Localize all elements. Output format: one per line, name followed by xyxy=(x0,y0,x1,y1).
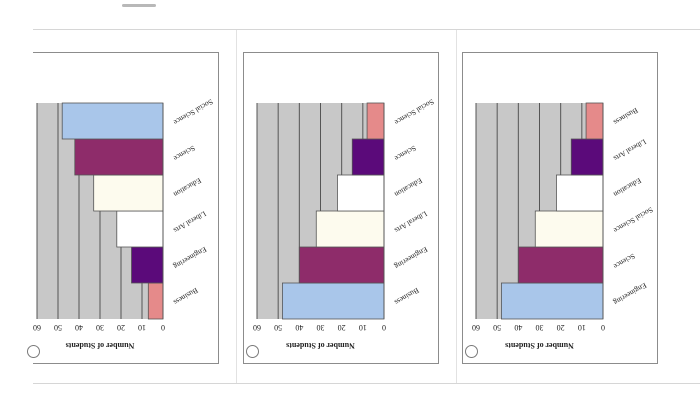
bar xyxy=(298,246,385,284)
bar xyxy=(501,282,604,320)
category-label: Education xyxy=(172,176,203,199)
bar xyxy=(534,210,604,248)
chart-frame-option-2: 0 10 20 30 40 50 60 Business Engineering Liberal … xyxy=(243,52,439,364)
tick-label: 60 xyxy=(33,323,41,332)
category-label: Education xyxy=(612,176,643,199)
tick-label: 40 xyxy=(514,323,522,332)
tick-label: 40 xyxy=(295,323,303,332)
tick-label: 20 xyxy=(557,323,565,332)
bar-chart-option-2: 0 10 20 30 40 50 60 Business Engineering Liberal … xyxy=(253,97,436,350)
tick-label: 0 xyxy=(601,323,605,332)
bar xyxy=(147,282,164,320)
category-label: Engineering xyxy=(612,281,648,307)
bar xyxy=(74,138,164,176)
category-label: Engineering xyxy=(393,245,429,271)
category-label: Social Science xyxy=(392,97,435,127)
bar-chart-option-1: 0 10 20 30 40 50 60 Business Engineering Liberal … xyxy=(33,97,215,350)
tick-label: 10 xyxy=(138,323,146,332)
radio-option-3[interactable] xyxy=(465,345,478,358)
tick-label: 50 xyxy=(493,323,501,332)
category-label: Social Science xyxy=(171,97,214,127)
bar xyxy=(61,102,164,140)
bar-chart-option-3: 0 10 20 30 40 50 60 Engineering Science Social Sc… xyxy=(472,102,655,350)
tick-label: 20 xyxy=(117,323,125,332)
drag-handle[interactable] xyxy=(122,4,156,7)
bar xyxy=(556,174,604,212)
bar xyxy=(585,102,604,140)
category-label: Liberal Arts xyxy=(612,137,648,163)
bar xyxy=(366,102,385,140)
tick-label: 50 xyxy=(54,323,62,332)
x-axis-title: Number of Students xyxy=(66,341,135,350)
tick-label: 0 xyxy=(161,323,165,332)
tick-label: 60 xyxy=(472,323,480,332)
bar xyxy=(351,138,385,176)
tick-label: 0 xyxy=(382,323,386,332)
bar xyxy=(315,210,385,248)
category-label: Science xyxy=(611,252,636,272)
tick-label: 30 xyxy=(96,323,104,332)
chart-frame-option-1: 0 10 20 30 40 50 60 Business Engineering Liberal … xyxy=(33,52,219,364)
bar xyxy=(570,138,604,176)
bar xyxy=(131,246,164,284)
answer-option-3[interactable]: 0 10 20 30 40 50 60 Engineering Science Social Sc… xyxy=(457,30,700,383)
chart-frame-option-3: 0 10 20 30 40 50 60 Engineering Science Social Sc… xyxy=(462,52,658,364)
tick-label: 30 xyxy=(317,323,325,332)
category-label: Business xyxy=(612,106,640,127)
tick-label: 60 xyxy=(253,323,261,332)
category-label: Science xyxy=(392,144,417,164)
bar xyxy=(337,174,385,212)
bar xyxy=(282,282,385,320)
tick-label: 40 xyxy=(75,323,83,332)
category-label: Engineering xyxy=(172,245,208,271)
tick-label: 10 xyxy=(359,323,367,332)
bar xyxy=(116,210,164,248)
category-label: Science xyxy=(171,144,196,164)
tick-label: 30 xyxy=(536,323,544,332)
category-label: Social Science xyxy=(611,205,654,235)
answer-option-2[interactable]: 0 10 20 30 40 50 60 Business Engineering Liberal … xyxy=(237,30,457,383)
radio-option-2[interactable] xyxy=(246,345,259,358)
answer-option-1[interactable]: 0 10 20 30 40 50 60 Business Engineering Liberal … xyxy=(27,30,237,383)
category-label: Business xyxy=(172,286,200,307)
category-label: Business xyxy=(393,286,421,307)
bar xyxy=(517,246,604,284)
radio-option-1[interactable] xyxy=(27,345,40,358)
category-label: Liberal Arts xyxy=(172,209,208,235)
category-label: Education xyxy=(393,176,424,199)
answer-options-panel: 0 10 20 30 40 50 60 Business Engineering Liberal … xyxy=(27,29,700,384)
category-label: Liberal Arts xyxy=(393,209,429,235)
tick-label: 10 xyxy=(578,323,586,332)
x-axis-title: Number of Students xyxy=(286,341,355,350)
tick-label: 50 xyxy=(274,323,282,332)
bar xyxy=(93,174,164,212)
tick-label: 20 xyxy=(338,323,346,332)
x-axis-title: Number of Students xyxy=(505,341,574,350)
